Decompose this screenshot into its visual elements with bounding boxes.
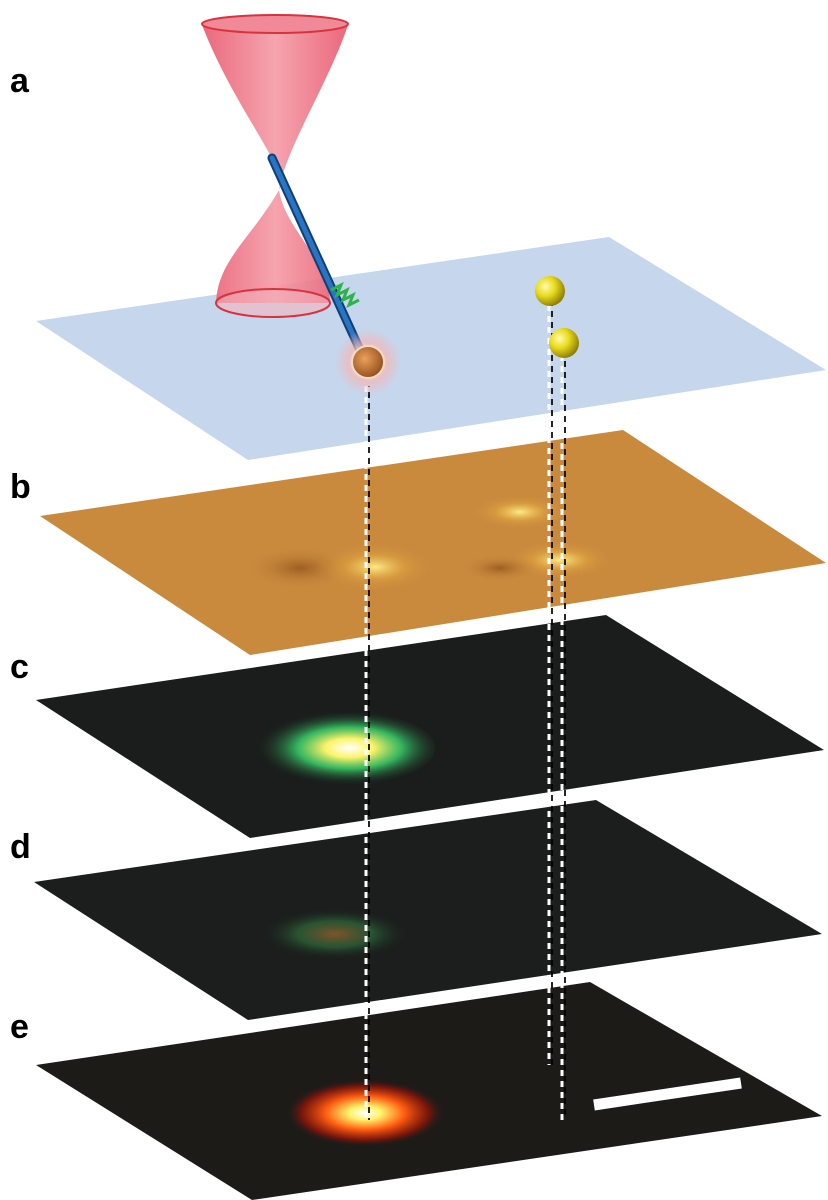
- panel-label-b: b: [10, 468, 31, 506]
- panel-label-e: e: [10, 1008, 29, 1046]
- emission-spot-c: [245, 710, 435, 786]
- gold-nanoparticle-icon: [535, 276, 579, 358]
- optical-bright-spot-gold-1: [470, 494, 570, 530]
- panel-label-d: d: [10, 828, 31, 866]
- emission-plane-d: [34, 800, 822, 1020]
- emission-spot-d: [260, 908, 410, 960]
- panel-label-c: c: [10, 648, 29, 686]
- optical-bright-spot-target: [315, 542, 435, 592]
- target-particle-icon: [335, 329, 401, 395]
- emission-plane-c: [36, 615, 824, 838]
- optical-dark-spot-gold: [460, 554, 540, 582]
- panel-label-a: a: [10, 62, 30, 100]
- optical-image-plane: [40, 430, 826, 655]
- substrate-plane: [36, 237, 826, 460]
- scale-bar: [593, 1077, 742, 1111]
- emission-plane-e: [36, 982, 822, 1200]
